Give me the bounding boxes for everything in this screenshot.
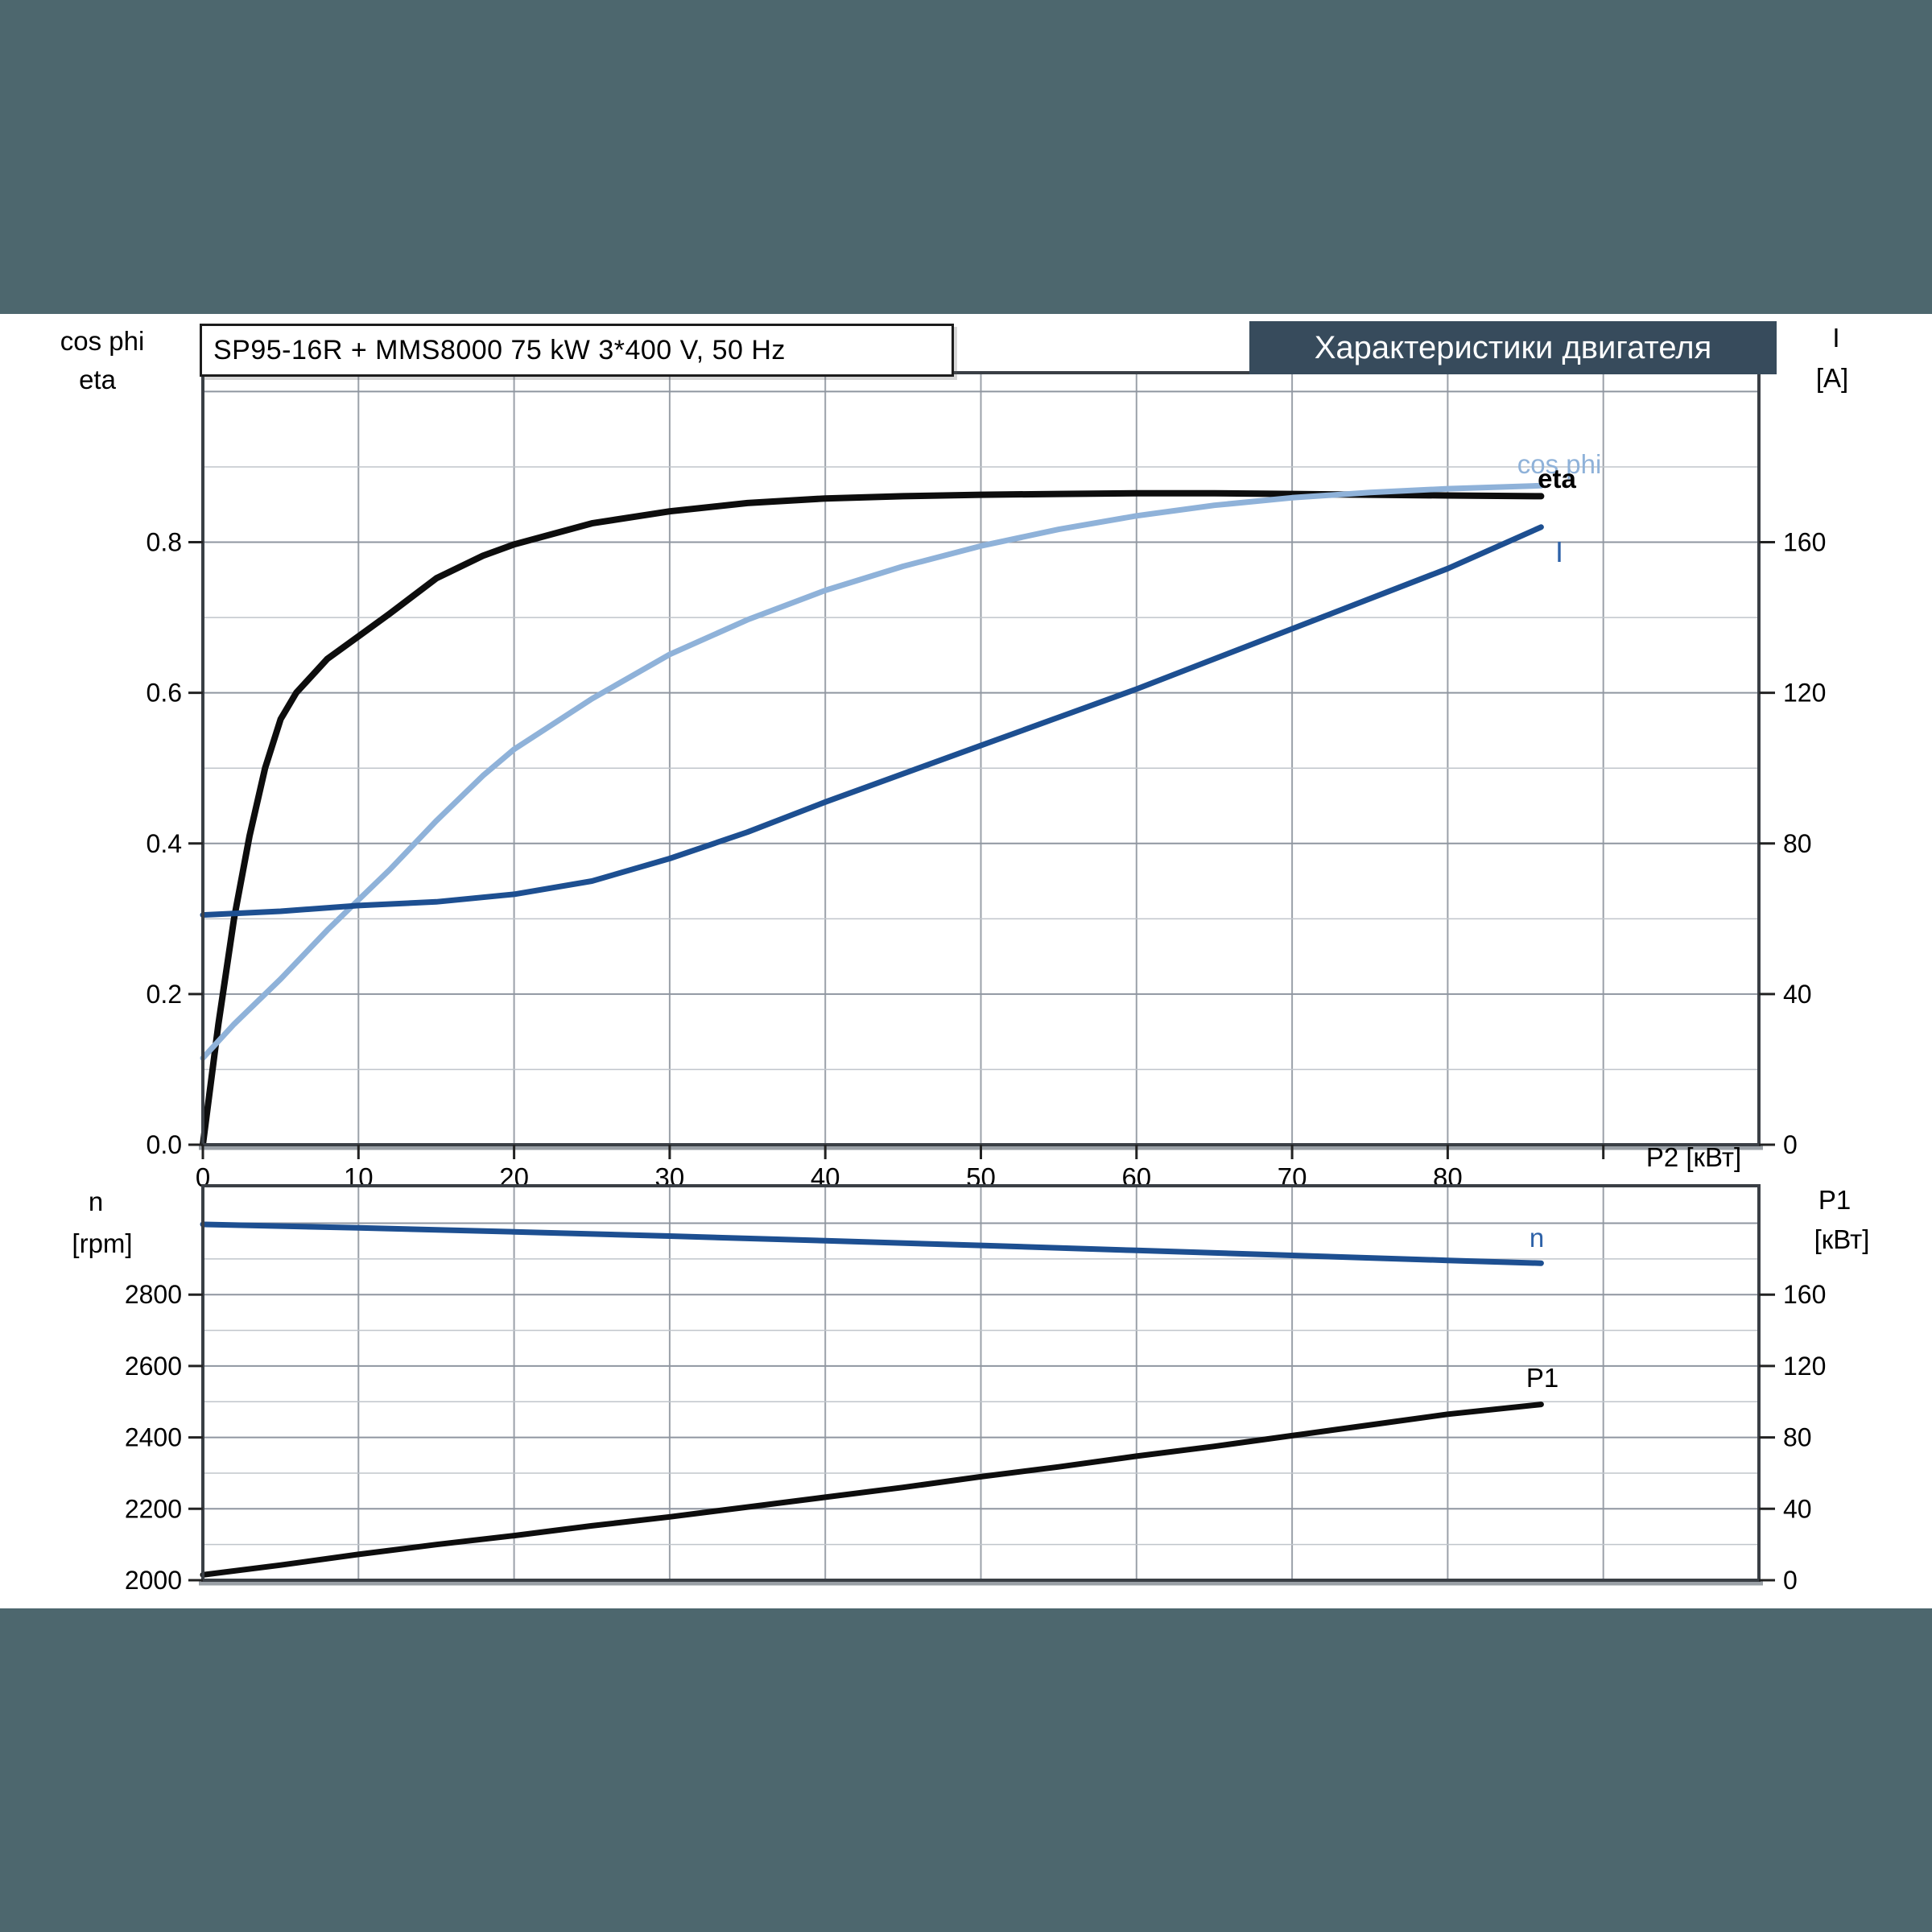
y-left-tick-label: 0.8 [147, 528, 182, 557]
y-left-tick-label: 0.6 [147, 679, 182, 708]
series-P1 [200, 1402, 1544, 1578]
curve-label-current: I [1554, 535, 1564, 568]
top-right-axis-header-line2: [A] [1815, 363, 1849, 393]
page-banner: Характеристики двигателя [1249, 321, 1777, 374]
chart-content-area [0, 314, 1932, 1608]
y-right-tick-label: 120 [1783, 1352, 1826, 1381]
y-left-tick-label: 2600 [125, 1352, 182, 1381]
y-right-tick-label: 120 [1783, 679, 1826, 708]
series-cos-phi [200, 482, 1544, 1061]
chart-title-box: SP95-16R + MMS8000 75 kW 3*400 V, 50 Hz [200, 324, 954, 377]
series-n [200, 1221, 1544, 1266]
top-right-axis-header-line1: I [1832, 323, 1840, 353]
curve-label-speed: n [1529, 1223, 1545, 1253]
y-left-tick-label: 2200 [125, 1494, 182, 1523]
curve-label-eta: eta [1538, 464, 1576, 493]
y-right-tick-label: 40 [1783, 1494, 1812, 1523]
top-left-axis-header-line2: eta [79, 365, 116, 394]
top-left-axis-header-line1: cos phi [60, 326, 145, 356]
y-right-tick-label: 40 [1783, 980, 1812, 1009]
series-eta [200, 489, 1545, 1148]
bottom-right-axis-header-line1: P1 [1818, 1185, 1852, 1215]
y-left-tick-label: 0.0 [147, 1130, 182, 1159]
curve-label-power: P1 [1525, 1363, 1559, 1393]
y-right-tick-label: 160 [1783, 528, 1826, 557]
series-I [200, 524, 1544, 919]
curve-label-cos-phi: cos phi [1517, 449, 1602, 479]
bottom-right-axis-header-line2: [кВт] [1814, 1224, 1870, 1254]
y-right-tick-label: 0 [1783, 1566, 1798, 1595]
page-banner-text: Характеристики двигателя [1314, 329, 1712, 365]
y-left-tick-label: 0.4 [147, 829, 182, 858]
y-right-tick-label: 160 [1783, 1280, 1826, 1309]
plot-frame [201, 1184, 1761, 1582]
x-axis-label: P2 [кВт] [1645, 1142, 1742, 1172]
y-right-tick-label: 80 [1783, 829, 1812, 858]
y-right-tick-label: 80 [1783, 1423, 1812, 1452]
y-right-tick-label: 0 [1783, 1130, 1798, 1159]
y-left-tick-label: 2400 [125, 1423, 182, 1452]
bottom-left-axis-header-line1: n [88, 1187, 104, 1216]
y-left-tick-label: 0.2 [147, 980, 182, 1009]
y-left-tick-label: 2800 [125, 1280, 182, 1309]
y-left-tick-label: 2000 [125, 1566, 182, 1595]
chart-title-text: SP95-16R + MMS8000 75 kW 3*400 V, 50 Hz [213, 334, 786, 365]
bottom-left-axis-header-line2: [rpm] [72, 1228, 133, 1258]
